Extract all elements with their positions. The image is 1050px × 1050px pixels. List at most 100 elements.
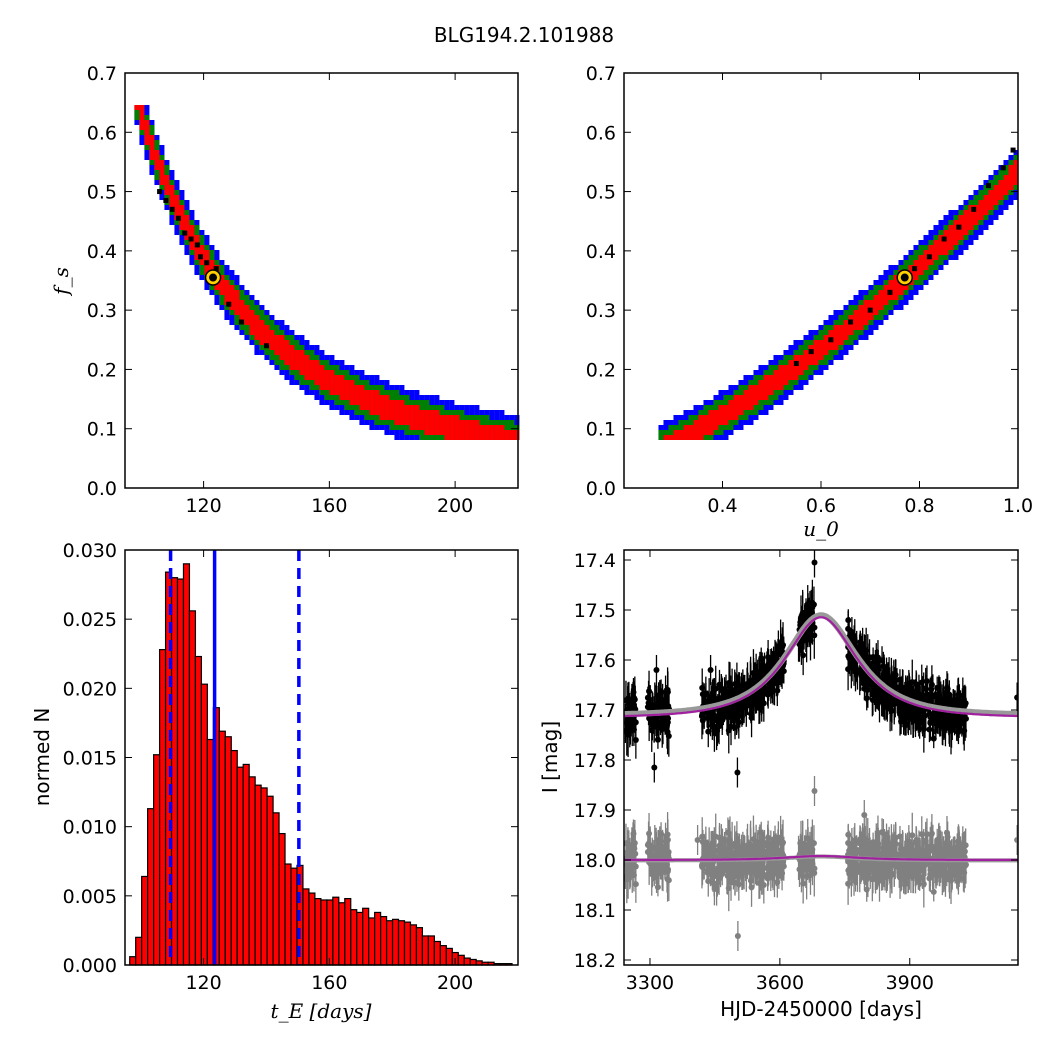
lightcurve-data-point [708, 714, 715, 721]
comparison-data-point [922, 839, 929, 846]
hist-bar [463, 957, 471, 966]
hist-bar [362, 907, 370, 966]
lightcurve-data-point [927, 718, 934, 725]
comparison-data-point [878, 860, 885, 867]
lightcurve-data-point [904, 685, 911, 692]
comparison-data-point [863, 836, 870, 843]
comparison-data-point [760, 882, 767, 889]
best-sample-point [956, 224, 962, 230]
lightcurve-data-point [759, 671, 766, 678]
panel-lightcurve: 3300 3600 3900 17.4 17.5 17.6 17.7 17.8 17.9 18.0… [538, 549, 1019, 1021]
hist-bar [344, 897, 352, 966]
best-sample-point [204, 260, 210, 266]
heatmap-cell [414, 405, 420, 430]
heatmap-cell [763, 375, 769, 400]
best-sample-point [1000, 165, 1006, 171]
heatmap-cell [1003, 175, 1009, 195]
lightcurve-data-point [901, 714, 908, 721]
heatmap-cell [224, 280, 230, 305]
best-sample-point [263, 343, 269, 349]
heatmap-cell [144, 120, 150, 145]
hist-bar [242, 763, 250, 966]
y-tick-label: 0.005 [63, 886, 117, 908]
heatmap-cell [279, 335, 285, 360]
x-tick-label: 0.8 [904, 495, 934, 517]
comparison-data-point [708, 869, 715, 876]
best-sample-point [887, 289, 893, 295]
lightcurve-data-point [811, 632, 818, 639]
lightcurve-data-point [646, 688, 653, 695]
lightcurve-data-point [630, 701, 637, 708]
best-sample-point [1010, 147, 1016, 153]
heatmap-cell [783, 365, 789, 385]
heatmap-cell [384, 395, 390, 420]
comparison-data-point [809, 839, 816, 846]
lightcurve-ylabel: I [mag] [538, 721, 562, 793]
heatmap-cell [489, 425, 495, 440]
hist-bar [350, 909, 358, 966]
lightcurve-data-point [918, 679, 925, 686]
y-tick-label: 17.6 [574, 650, 616, 672]
y-tick-label: 17.5 [574, 600, 616, 622]
panel-tE-fs: 120 160 200 0.0 0.1 0.2 0.3 0.4 0.5 0.6 0.7 f_s [49, 63, 520, 517]
comparison-data-point [1014, 837, 1018, 843]
comparison-data-point [651, 844, 658, 851]
y-tick-label: 0.000 [63, 955, 117, 977]
tE-histogram-lines [168, 550, 301, 965]
heatmap-cell [424, 410, 430, 435]
heatmap-cell [349, 380, 355, 405]
hist-bar [206, 738, 214, 966]
hist-bar [284, 863, 292, 966]
y-tick-label: 0.7 [586, 63, 616, 85]
y-tick-label: 0.1 [87, 419, 117, 441]
lightcurve-data-point [779, 643, 786, 650]
best-sample-point [828, 337, 834, 343]
lightcurve-data-point [699, 712, 706, 719]
figure-title: BLG194.2.101988 [434, 23, 614, 47]
heatmap-cell [848, 315, 854, 335]
hist-bar [421, 935, 429, 966]
lightcurve-data-point [756, 697, 763, 704]
hist-bar [439, 945, 447, 966]
comparison-data-point [939, 870, 946, 877]
lightcurve-data-point [714, 723, 721, 730]
best-sample-point [793, 361, 799, 366]
heatmap-cell [798, 355, 804, 375]
comparison-data-point [936, 849, 943, 856]
x-tick-label: 0.4 [707, 495, 737, 517]
lightcurve-data-point [651, 764, 658, 771]
y-tick-label: 18.2 [574, 950, 616, 972]
heatmap-cell [1013, 160, 1019, 185]
heatmap-cell [264, 325, 270, 345]
heatmap-cell [838, 325, 844, 345]
comparison-data-point [853, 846, 860, 853]
comparison-data-point [741, 847, 748, 854]
best-sample-point [175, 215, 181, 221]
comparison-data-point [881, 841, 888, 848]
lightcurve-frame [623, 549, 1019, 966]
tE-histogram-bars [129, 563, 513, 966]
lightcurve-data-point [852, 666, 859, 673]
lightcurve-data-point [718, 694, 725, 701]
hist-bar [254, 784, 262, 966]
heatmap-cell [748, 385, 754, 410]
heatmap-cell [499, 425, 505, 440]
y-tick-label: 0.3 [87, 300, 117, 322]
heatmap-cell [394, 400, 400, 425]
hist-bar [397, 920, 406, 966]
comparison-data-point [630, 844, 637, 851]
heatmap-cell [998, 180, 1004, 200]
comparison-data-point [928, 830, 935, 837]
heatmap-cell [943, 230, 949, 255]
heatmap-cell [259, 320, 265, 345]
heatmap-cell [339, 375, 345, 400]
hist-bar [427, 935, 435, 966]
hist-bar [409, 924, 418, 966]
comparison-data-point [734, 933, 741, 939]
comparison-data-point [845, 840, 852, 847]
comparison-data-point [705, 862, 712, 869]
heatmap-cell [803, 350, 809, 370]
best-sample-point [912, 266, 918, 272]
heatmap-cell [464, 420, 470, 440]
hist-bar [153, 754, 161, 966]
